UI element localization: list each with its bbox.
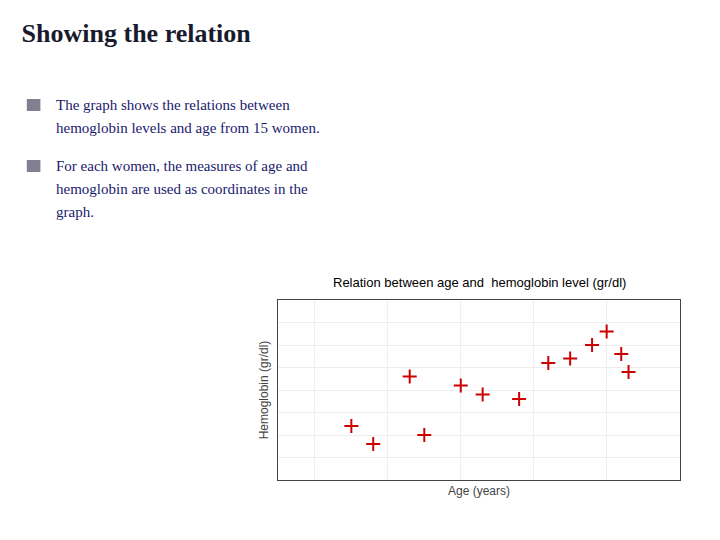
svg-text:graph.: graph. [56,204,94,220]
svg-text:For each women, the measures o: For each women, the measures of age and [56,158,308,174]
svg-text:hemoglobin levels and age from: hemoglobin levels and age from 15 women. [56,120,320,136]
svg-text:Hemoglobin (gr/dl): Hemoglobin (gr/dl) [257,341,271,440]
svg-text:The graph shows the relations: The graph shows the relations between [56,97,290,113]
svg-text:Age (years): Age (years) [448,484,510,498]
svg-text:Showing the relation: Showing the relation [22,19,252,48]
svg-text:Relation between age and hemo: Relation between age and hemoglobin leve… [333,275,626,290]
svg-text:hemoglobin are used as coordin: hemoglobin are used as coordinates in th… [56,181,308,197]
